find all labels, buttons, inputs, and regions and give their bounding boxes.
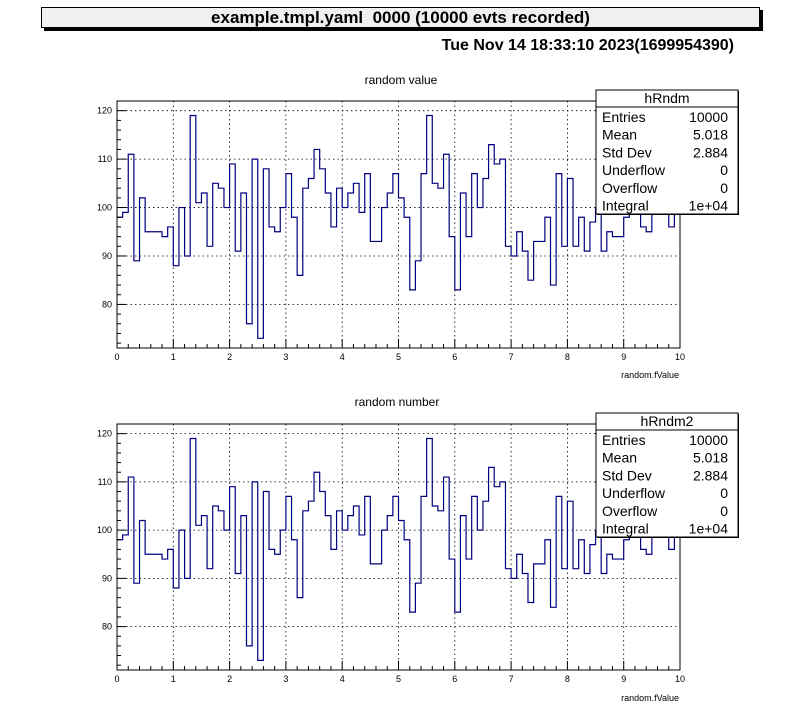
stats-row-label: Integral bbox=[602, 521, 649, 537]
header-shadow-side bbox=[760, 10, 763, 31]
stats-row-label: Entries bbox=[602, 432, 646, 448]
x-tick-label: 3 bbox=[283, 674, 288, 684]
y-tick-label: 80 bbox=[102, 622, 112, 632]
stats-row-label: Underflow bbox=[602, 162, 666, 178]
stats-row-value: 10000 bbox=[689, 432, 728, 448]
header-box bbox=[41, 7, 760, 28]
y-tick-label: 120 bbox=[97, 106, 112, 116]
x-tick-label: 0 bbox=[114, 674, 119, 684]
y-tick-label: 80 bbox=[102, 299, 112, 309]
stats-row-label: Mean bbox=[602, 127, 637, 143]
histogram-panel-2: 0 1 2 3 4 5 6 7 8 9 10 80 90 100 110 120 random number ra… bbox=[97, 395, 739, 703]
stats-row-value: 0 bbox=[720, 180, 728, 196]
x-tick-label: 2 bbox=[227, 352, 232, 362]
header-shadow bbox=[44, 28, 763, 31]
x-tick-label: 6 bbox=[452, 352, 457, 362]
chart-title: random number bbox=[355, 395, 440, 409]
x-axis-label: random.fValue bbox=[621, 693, 679, 703]
stats-row-label: Integral bbox=[602, 198, 649, 214]
stats-row-label: Overflow bbox=[602, 503, 658, 519]
x-tick-label: 6 bbox=[452, 674, 457, 684]
x-tick-label: 5 bbox=[396, 352, 401, 362]
stats-row-value: 5.018 bbox=[693, 450, 728, 466]
y-tick-label: 100 bbox=[97, 525, 112, 535]
x-tick-label: 3 bbox=[283, 352, 288, 362]
stats-row-value: 0 bbox=[720, 162, 728, 178]
x-tick-label: 7 bbox=[509, 352, 514, 362]
y-tick-label: 110 bbox=[98, 477, 112, 487]
stats-row-value: 1e+04 bbox=[689, 521, 729, 537]
y-tick-label: 90 bbox=[102, 251, 112, 261]
y-tick-label: 100 bbox=[97, 203, 112, 213]
histogram-panel-1: 0 1 2 3 4 5 6 7 8 9 10 80 90 100 110 120 random value ran… bbox=[97, 73, 739, 380]
stats-row-value: 2.884 bbox=[693, 144, 728, 160]
x-axis-label: random.fValue bbox=[621, 370, 679, 380]
stats-row-value: 1e+04 bbox=[689, 198, 729, 214]
stats-box-name: hRndm2 bbox=[641, 413, 694, 429]
x-tick-label: 1 bbox=[171, 352, 176, 362]
x-tick-label: 4 bbox=[340, 352, 345, 362]
stats-row-value: 2.884 bbox=[693, 467, 728, 483]
x-tick-label: 10 bbox=[675, 352, 685, 362]
histogram-series-line bbox=[117, 114, 680, 339]
stats-row-value: 0 bbox=[720, 485, 728, 501]
x-tick-label: 9 bbox=[621, 674, 626, 684]
stats-box bbox=[595, 412, 739, 538]
page-title: example.tmpl.yaml 0000 (10000 evts recor… bbox=[211, 8, 590, 27]
stats-row-label: Entries bbox=[602, 109, 646, 125]
run-timestamp: Tue Nov 14 18:33:10 2023(1699954390) bbox=[441, 37, 734, 54]
x-tick-label: 9 bbox=[621, 352, 626, 362]
stats-row-value: 5.018 bbox=[693, 127, 728, 143]
x-tick-label: 8 bbox=[565, 352, 570, 362]
x-tick-label: 2 bbox=[227, 674, 232, 684]
stats-row-value: 10000 bbox=[689, 109, 728, 125]
x-tick-label: 4 bbox=[340, 674, 345, 684]
stats-row-label: Overflow bbox=[602, 180, 658, 196]
x-tick-label: 10 bbox=[675, 674, 685, 684]
stats-box bbox=[595, 89, 739, 215]
chart-title: random value bbox=[365, 73, 438, 87]
y-tick-label: 90 bbox=[102, 573, 112, 583]
y-tick-label: 120 bbox=[97, 429, 112, 439]
y-tick-label: 110 bbox=[98, 154, 112, 164]
stats-row-label: Std Dev bbox=[602, 144, 652, 160]
x-tick-label: 7 bbox=[509, 674, 514, 684]
histogram-series-line bbox=[117, 437, 680, 661]
x-tick-label: 0 bbox=[114, 352, 119, 362]
stats-row-value: 0 bbox=[720, 503, 728, 519]
x-tick-label: 8 bbox=[565, 674, 570, 684]
stats-row-label: Mean bbox=[602, 450, 637, 466]
x-tick-label: 1 bbox=[171, 674, 176, 684]
stats-box-name: hRndm bbox=[644, 90, 689, 106]
stats-row-label: Std Dev bbox=[602, 467, 652, 483]
stats-row-label: Underflow bbox=[602, 485, 666, 501]
x-tick-label: 5 bbox=[396, 674, 401, 684]
